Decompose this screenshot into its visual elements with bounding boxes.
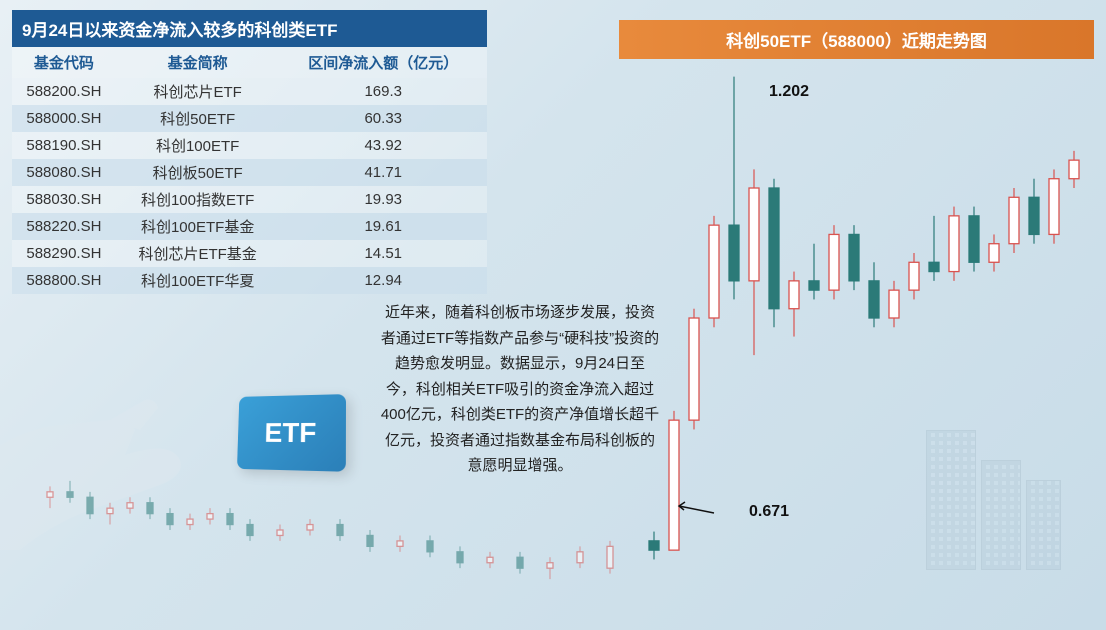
table-row: 588200.SH科创芯片ETF169.3 [12,78,487,105]
table-cell: 43.92 [279,132,487,159]
table-cell: 科创芯片ETF基金 [116,240,280,267]
table-cell: 588800.SH [12,267,116,294]
etf-badge-text: ETF [264,416,316,448]
etf-badge: ETF [237,394,346,472]
table-row: 588800.SH科创100ETF华夏12.94 [12,267,487,294]
table-cell: 588190.SH [12,132,116,159]
table-cell: 19.93 [279,186,487,213]
table-cell: 科创100ETF华夏 [116,267,280,294]
trough-label: 0.671 [749,503,789,521]
table-cell: 588030.SH [12,186,116,213]
table-col-header: 区间净流入额（亿元） [279,47,487,78]
table-cell: 科创100ETF [116,132,280,159]
mini-candlestick-strip [20,470,660,590]
table-cell: 169.3 [279,78,487,105]
table-row: 588080.SH科创板50ETF41.71 [12,159,487,186]
table-cell: 科创50ETF [116,105,280,132]
table-row: 588030.SH科创100指数ETF19.93 [12,186,487,213]
table-cell: 588220.SH [12,213,116,240]
table-cell: 14.51 [279,240,487,267]
table-row: 588000.SH科创50ETF60.33 [12,105,487,132]
table-title: 9月24日以来资金净流入较多的科创类ETF [12,10,487,47]
table-cell: 588080.SH [12,159,116,186]
table-col-header: 基金简称 [116,47,280,78]
chart-title: 科创50ETF（588000）近期走势图 [619,20,1094,59]
table-cell: 588290.SH [12,240,116,267]
table-cell: 19.61 [279,213,487,240]
table-row: 588290.SH科创芯片ETF基金14.51 [12,240,487,267]
table-row: 588190.SH科创100ETF43.92 [12,132,487,159]
table: 基金代码基金简称区间净流入额（亿元） 588200.SH科创芯片ETF169.3… [12,47,487,294]
table-cell: 科创芯片ETF [116,78,280,105]
peak-label: 1.202 [769,83,809,101]
table-cell: 科创板50ETF [116,159,280,186]
table-cell: 588200.SH [12,78,116,105]
table-row: 588220.SH科创100ETF基金19.61 [12,213,487,240]
table-cell: 科创100ETF基金 [116,213,280,240]
table-cell: 588000.SH [12,105,116,132]
main-candlestick-chart: 1.202 0.671 [619,58,1094,598]
table-col-header: 基金代码 [12,47,116,78]
body-text: 近年来，随着科创板市场逐步发展，投资者通过ETF等指数产品参与“硬科技”投资的趋… [380,300,660,479]
table-cell: 科创100指数ETF [116,186,280,213]
table-cell: 41.71 [279,159,487,186]
table-cell: 12.94 [279,267,487,294]
table-cell: 60.33 [279,105,487,132]
etf-table: 9月24日以来资金净流入较多的科创类ETF 基金代码基金简称区间净流入额（亿元）… [12,10,487,294]
